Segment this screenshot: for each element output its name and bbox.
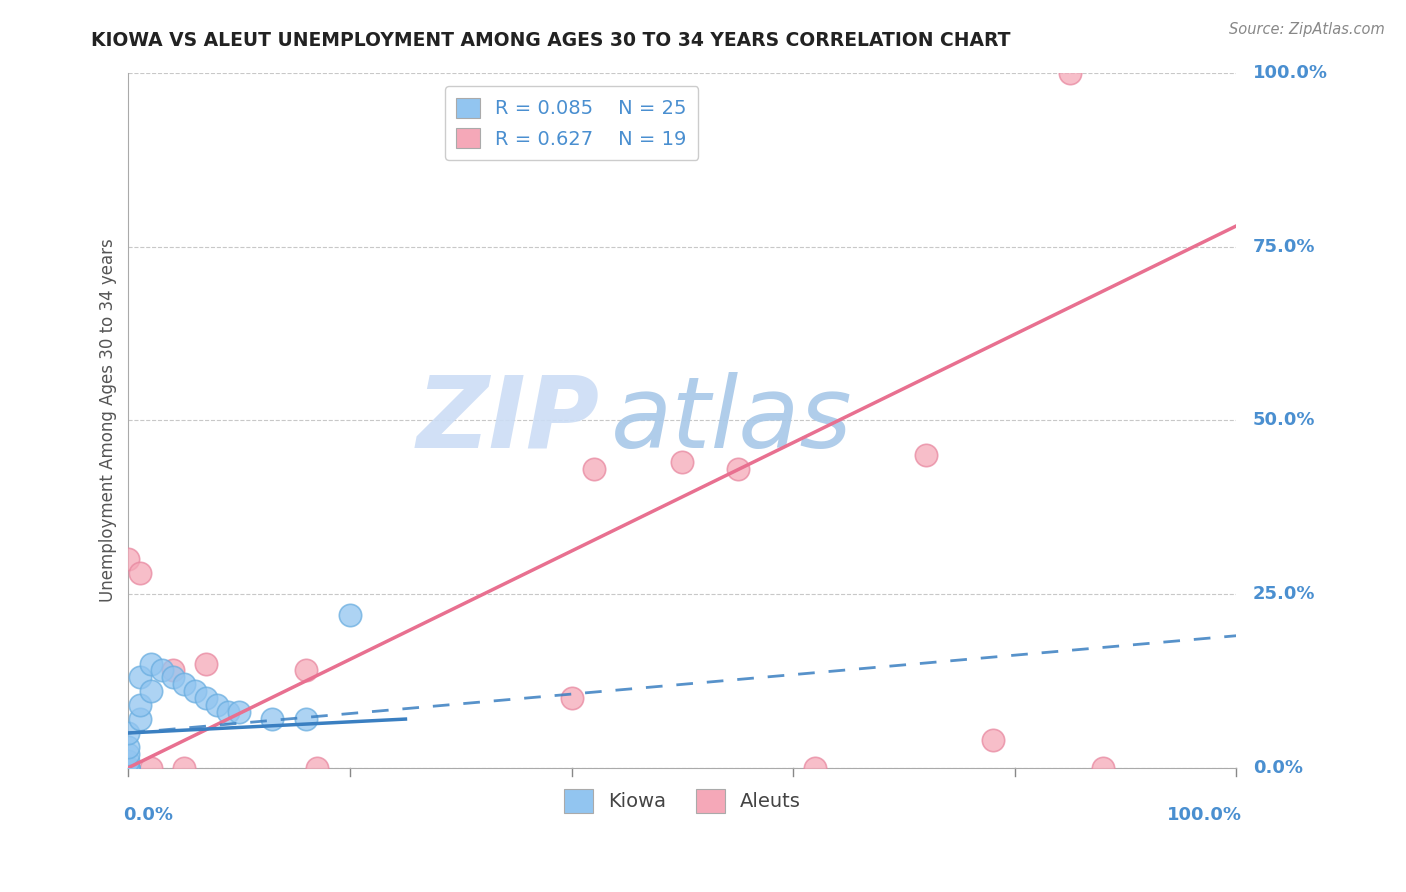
Point	[128, 566, 150, 581]
Point	[128, 712, 150, 726]
Point	[117, 761, 139, 775]
Point	[561, 691, 583, 706]
Point	[117, 761, 139, 775]
Point	[1092, 761, 1115, 775]
Point	[117, 726, 139, 740]
Text: atlas: atlas	[610, 372, 852, 469]
Y-axis label: Unemployment Among Ages 30 to 34 years: Unemployment Among Ages 30 to 34 years	[100, 238, 117, 602]
Point	[582, 462, 605, 476]
Point	[128, 698, 150, 713]
Text: 0.0%: 0.0%	[1253, 759, 1303, 777]
Point	[294, 712, 316, 726]
Point	[117, 754, 139, 768]
Point	[117, 747, 139, 761]
Point	[195, 657, 218, 671]
Point	[1059, 66, 1081, 80]
Text: ZIP: ZIP	[416, 372, 599, 469]
Point	[117, 761, 139, 775]
Text: 25.0%: 25.0%	[1253, 585, 1316, 603]
Point	[173, 761, 195, 775]
Point	[173, 677, 195, 691]
Point	[162, 664, 184, 678]
Legend: Kiowa, Aleuts: Kiowa, Aleuts	[555, 781, 808, 821]
Point	[128, 670, 150, 684]
Text: Source: ZipAtlas.com: Source: ZipAtlas.com	[1229, 22, 1385, 37]
Text: 75.0%: 75.0%	[1253, 238, 1316, 256]
Point	[139, 657, 162, 671]
Point	[228, 705, 250, 719]
Text: 100.0%: 100.0%	[1253, 64, 1329, 82]
Point	[117, 761, 139, 775]
Point	[339, 607, 361, 622]
Point	[117, 739, 139, 754]
Point	[205, 698, 228, 713]
Point	[195, 691, 218, 706]
Text: 100.0%: 100.0%	[1167, 805, 1241, 824]
Point	[162, 670, 184, 684]
Point	[217, 705, 239, 719]
Point	[981, 733, 1004, 747]
Text: KIOWA VS ALEUT UNEMPLOYMENT AMONG AGES 30 TO 34 YEARS CORRELATION CHART: KIOWA VS ALEUT UNEMPLOYMENT AMONG AGES 3…	[91, 31, 1011, 50]
Point	[184, 684, 207, 698]
Point	[117, 761, 139, 775]
Point	[139, 761, 162, 775]
Point	[727, 462, 749, 476]
Point	[262, 712, 284, 726]
Point	[117, 761, 139, 775]
Text: 0.0%: 0.0%	[122, 805, 173, 824]
Point	[915, 448, 938, 462]
Point	[305, 761, 328, 775]
Point	[671, 455, 693, 469]
Text: 50.0%: 50.0%	[1253, 411, 1316, 429]
Point	[117, 761, 139, 775]
Point	[294, 664, 316, 678]
Point	[804, 761, 827, 775]
Point	[117, 552, 139, 566]
Point	[139, 684, 162, 698]
Point	[150, 664, 173, 678]
